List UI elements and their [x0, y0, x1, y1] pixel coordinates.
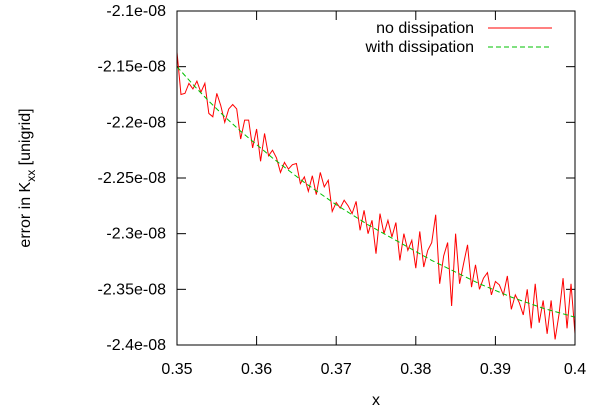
legend-label: no dissipation — [376, 20, 474, 37]
x-tick-label: 0.39 — [480, 361, 511, 378]
y-axis-label-subscript: xx — [24, 170, 38, 182]
y-tick-label: -2.3e-08 — [106, 226, 166, 243]
y-axis-label-main: error in K — [17, 181, 34, 247]
series-line-no-dissipation — [176, 52, 576, 340]
legend-label: with dissipation — [365, 39, 475, 56]
x-tick-label: 0.35 — [161, 361, 192, 378]
y-tick-label: -2.35e-08 — [98, 281, 167, 298]
y-tick-label: -2.1e-08 — [106, 3, 166, 20]
x-tick-label: 0.38 — [400, 361, 431, 378]
y-tick-label: -2.15e-08 — [98, 59, 167, 76]
x-axis-label: x — [372, 392, 380, 409]
x-tick-label: 0.37 — [321, 361, 352, 378]
axis-ticks: 0.35 0.36 0.37 0.38 0.39 0.4 -2.1e-08 -2.15e-08… — [98, 3, 587, 378]
y-tick-label: -2.25e-08 — [98, 170, 167, 187]
y-tick-label: -2.4e-08 — [106, 337, 166, 354]
y-axis-label: error in Kxx [unigrid] — [17, 108, 38, 247]
x-tick-label: 0.36 — [241, 361, 272, 378]
plot-frame — [176, 10, 576, 346]
legend: no dissipation with dissipation — [365, 20, 552, 56]
y-axis-label-suffix: [unigrid] — [17, 108, 34, 169]
series-layer — [176, 52, 576, 340]
y-tick-label: -2.2e-08 — [106, 114, 166, 131]
x-tick-label: 0.4 — [564, 361, 586, 378]
series-line-with-dissipation — [176, 66, 576, 318]
